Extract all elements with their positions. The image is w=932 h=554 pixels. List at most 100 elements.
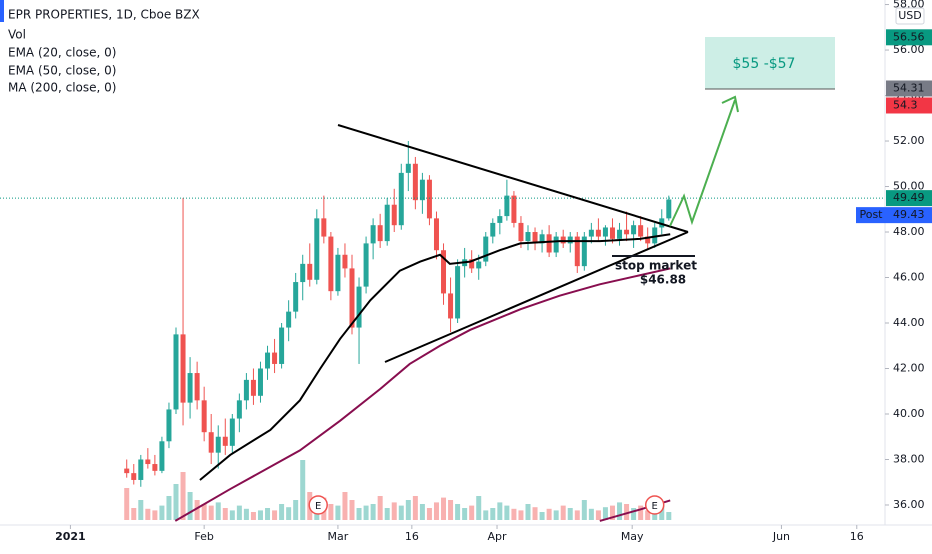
candle-body [349,268,355,328]
candle-body [166,409,172,442]
stop-label: stop market [615,259,697,273]
volume-bar [159,505,165,520]
axes: 36.00 38.00 40.00 42.00 44.00 46.00 48.00 50.00… [55,0,932,543]
indicator-line [174,267,671,522]
volume-bar [131,508,137,520]
candle-body [631,225,637,235]
symbol-title[interactable]: EPR PROPERTIES, 1D, Cboe BZX [8,8,200,22]
indicator-legend[interactable]: Vol [8,28,26,42]
candle-body [293,282,299,312]
volume-bar [588,508,594,520]
candle-body [391,204,397,226]
volume-bar [152,510,158,520]
currency: USD [898,9,922,22]
x-tick-label: 16 [405,530,419,543]
y-tick-label: 48.00 [893,225,925,238]
volume-bar [602,507,608,520]
volume-bar [187,492,193,520]
indicator-legend[interactable]: EMA (50, close, 0) [8,64,116,78]
volume-bar [504,505,510,520]
candle-body [412,163,418,201]
candle-body [433,218,439,251]
candle-body [187,373,193,403]
volume-bar [441,497,447,520]
volume-bar [201,504,207,520]
volume-bar [222,508,228,520]
candle-body [229,418,235,446]
candle-body [504,195,510,217]
indicator-line [199,233,671,481]
candle-body [384,204,390,242]
candle-body [279,327,285,364]
candle-body [588,229,594,237]
volume-bar [666,512,672,520]
volume-bar [124,488,130,520]
volume-bar [243,508,249,520]
price-label-box [886,97,932,114]
candle-body [377,225,383,242]
volume-bar [173,484,179,520]
candle-body [173,334,179,410]
volume-bar [617,502,623,520]
volume-bar [412,496,418,520]
candle-body [419,179,425,201]
candle-body [595,229,601,237]
candle-body [363,243,369,287]
candle-body [342,254,348,269]
arrow-head [721,95,739,113]
volume-bar [539,512,545,520]
candle-body [272,352,278,364]
candle-body [490,222,496,237]
volume-bar [595,510,601,520]
candle-body [553,236,559,253]
x-tick-label: Apr [488,530,508,543]
volume-bar [469,505,475,520]
candle-body [222,436,228,446]
price-label-box [886,207,932,224]
candle-body [307,263,313,280]
x-tick-label: Mar [328,530,349,543]
candle-body [455,266,461,319]
candle-body [525,232,531,242]
indicator-legend[interactable]: MA (200, close, 0) [8,81,116,95]
candle-body [314,218,320,280]
candle-body [645,236,651,244]
candle-body [581,236,587,267]
volume-bar [476,496,482,520]
trendline-upper [337,124,689,233]
volume-bar [433,502,439,520]
y-tick-label: 42.00 [893,362,925,375]
volume-bar [546,508,552,520]
symbol-icon [0,0,4,22]
price-label-box [886,80,932,97]
candle-body [426,179,432,219]
indicator-legend[interactable]: EMA (20, close, 0) [8,46,116,60]
y-tick-label: 52.00 [893,134,925,147]
volume-bar [342,492,348,520]
volume-bar [426,508,432,520]
candle-body [560,236,566,244]
volume-bar [645,510,651,520]
candle-body [328,236,334,292]
candle-body [574,236,580,267]
candle-body [145,459,151,465]
price-tag-box [856,207,886,224]
candle-body [398,172,404,226]
candle-body [201,400,207,433]
volume-bar [553,510,559,520]
volume-bar [574,510,580,520]
y-tick-label: 44.00 [893,316,925,329]
currency-box[interactable] [895,7,925,25]
candle-body [511,195,517,223]
candle-body [441,250,447,294]
candle-body [131,473,137,480]
volume-bar [286,507,292,520]
volume-bar [236,505,242,520]
volume-bar [581,500,587,520]
target-box [705,37,835,89]
candle-body [300,263,306,283]
volume-bar [138,500,144,520]
x-tick-label: 16 [850,530,864,543]
volume-bar [180,472,186,520]
volume-bar [250,512,256,520]
